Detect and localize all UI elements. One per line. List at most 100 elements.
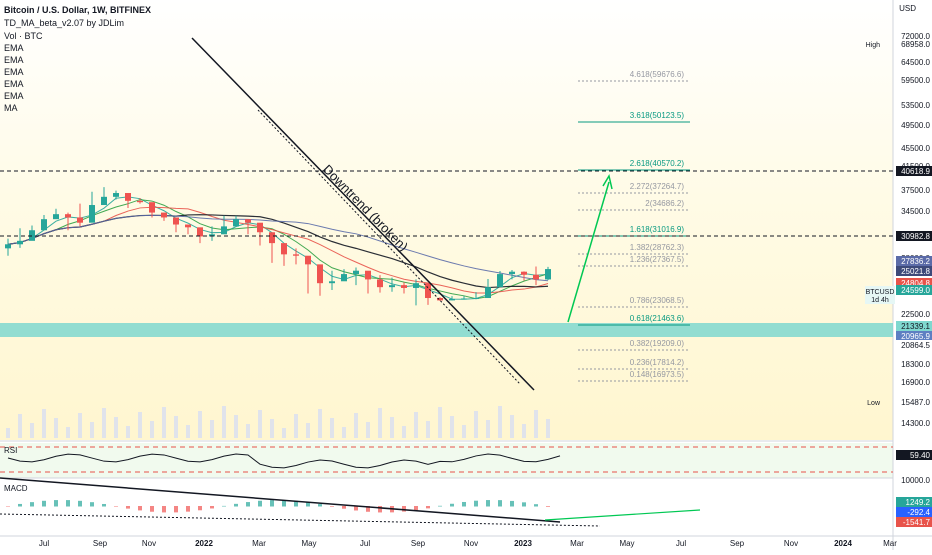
volume-bar (78, 413, 82, 438)
fib-level-label: 0.148(16973.5) (630, 370, 685, 379)
macd-histogram-bar (18, 503, 22, 507)
macd-histogram-bar (318, 504, 322, 507)
macd-histogram-bar (426, 506, 430, 509)
ema-label[interactable]: EMA (4, 43, 24, 53)
fib-level-label: 2.272(37264.7) (630, 182, 685, 191)
volume-bar (450, 416, 454, 438)
price-tick-label: 53500.0 (901, 101, 930, 110)
macd-label: MACD (4, 484, 28, 493)
candle-body (125, 193, 131, 201)
candle-body (89, 205, 95, 223)
macd-histogram-bar (414, 506, 418, 511)
candle-body (365, 270, 371, 280)
ma-label[interactable]: MA (4, 103, 18, 113)
price-tag (896, 256, 932, 266)
candle-body (77, 217, 83, 223)
moving-averages (7, 196, 549, 300)
volume-bar (174, 416, 178, 438)
price-tag (896, 340, 932, 350)
support-zone (0, 323, 893, 337)
macd-histogram-bar (6, 506, 10, 507)
candle-body (101, 196, 107, 206)
time-tick-label: Sep (411, 539, 426, 548)
price-tick-label: 59500.0 (901, 76, 930, 85)
candle-body (521, 271, 527, 275)
macd-pane: MACD (0, 477, 701, 527)
candle-body (497, 274, 503, 288)
volume-bar (498, 406, 502, 438)
indicator-label[interactable]: TD_MA_beta_v2.07 by JDLim (4, 18, 125, 28)
candle-body (353, 270, 359, 275)
price-tick-label: 72000.0 (901, 32, 930, 41)
price-tag-label: 30982.8 (901, 232, 930, 241)
volume-bar (54, 418, 58, 438)
candle-body (461, 298, 467, 300)
macd-histogram-bar (306, 502, 310, 507)
fib-level-label: 1.236(27367.5) (630, 255, 685, 264)
rsi-line (7, 453, 561, 469)
volume-bar (510, 415, 514, 438)
macd-histogram-bar (510, 500, 514, 507)
candle-body (389, 285, 395, 288)
volume-bar (138, 412, 142, 438)
time-tick-label: 2024 (834, 539, 852, 548)
volume-bar (222, 406, 226, 438)
volume-bar (330, 418, 334, 438)
volume-bar (114, 417, 118, 438)
symbol-tag (865, 286, 895, 304)
ema-label[interactable]: EMA (4, 91, 24, 101)
macd-histogram-bar (150, 506, 154, 512)
rsi-pane: RSI (0, 446, 893, 473)
currency-label[interactable]: USD (899, 4, 916, 13)
macd-histogram-bar (66, 500, 70, 507)
time-tick-label: Jul (676, 539, 686, 548)
moving-average-line (7, 196, 549, 300)
volume-bar (210, 420, 214, 438)
time-tick-label: Nov (464, 539, 478, 548)
candle-body (329, 281, 335, 284)
time-axis[interactable]: Jul Sep Nov 2022 Mar May Jul Sep Nov 2023 Mar May Ju… (39, 539, 897, 548)
fib-extension-group[interactable]: 4.618(59676.6) 3.618(50123.5) 2.618(40570.… (578, 70, 690, 382)
macd-histogram-bar (198, 506, 202, 511)
macd-histogram-bar (546, 506, 550, 507)
macd-histogram-bar (186, 506, 190, 512)
volume-bar (258, 410, 262, 438)
time-tick-label: 2022 (195, 539, 213, 548)
volume-bar (282, 428, 286, 438)
macd-histogram-bar (78, 500, 82, 507)
candle-body (281, 243, 287, 255)
volume-label[interactable]: Vol · BTC (4, 31, 43, 41)
volume-bar (390, 417, 394, 438)
macd-histogram-bar (342, 506, 346, 509)
candle-body (149, 202, 155, 213)
ema-label[interactable]: EMA (4, 55, 24, 65)
macd-histogram-bar (294, 500, 298, 507)
volume-bar (378, 408, 382, 438)
macd-histogram-bar (522, 502, 526, 507)
volume-bar (294, 414, 298, 438)
macd-histogram-bar (174, 506, 178, 513)
time-tick-label: Sep (93, 539, 108, 548)
macd-histogram-bar (534, 504, 538, 507)
rsi-value: 59.40 (910, 451, 931, 460)
price-tag-label: 24804.8 (901, 279, 930, 288)
ema-label[interactable]: EMA (4, 79, 24, 89)
macd-histogram-bar (42, 500, 46, 507)
macd-histogram-bar (162, 506, 166, 513)
rsi-value-tag (896, 450, 932, 460)
ema-label[interactable]: EMA (4, 67, 24, 77)
macd-projection-arrow (544, 509, 701, 521)
macd-histogram-bar (90, 502, 94, 507)
time-tick-label: Mar (570, 539, 584, 548)
volume-bar (270, 419, 274, 438)
low-label: Low (867, 400, 881, 407)
macd-histogram-bar (474, 500, 478, 507)
candle-body (137, 200, 143, 203)
projection-arrow (567, 181, 610, 323)
price-tag (896, 321, 932, 331)
macd-histogram-bar (246, 502, 250, 507)
candle-body (305, 255, 311, 265)
